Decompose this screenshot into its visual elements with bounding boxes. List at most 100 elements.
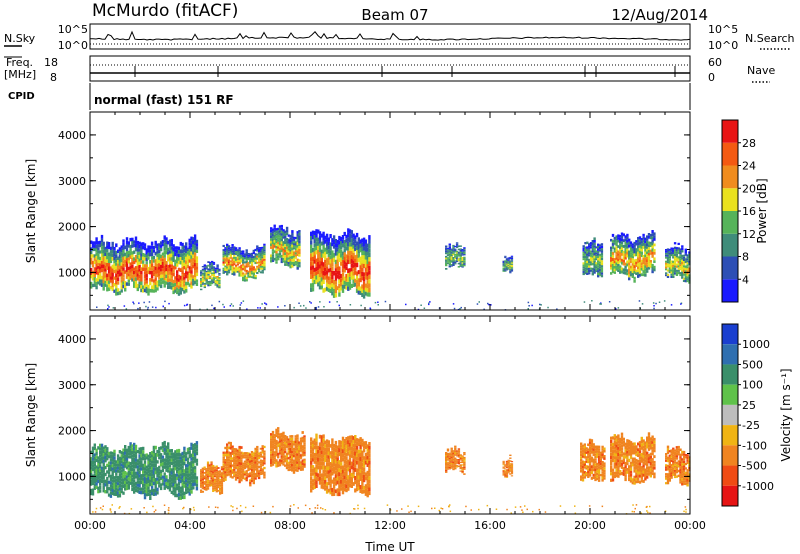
echo-cell <box>104 479 107 483</box>
echo-cell <box>357 237 360 242</box>
echo-cell <box>257 454 261 457</box>
echo-cell <box>459 253 462 255</box>
echo-cell <box>354 266 357 271</box>
echo-cell <box>320 285 323 290</box>
echo-cell <box>294 435 297 438</box>
echo-cell <box>254 277 257 280</box>
echo-cell <box>158 450 161 454</box>
echo-cell <box>120 475 123 479</box>
speckle <box>323 306 325 308</box>
echo-cell <box>273 240 276 243</box>
echo-cell <box>361 251 364 256</box>
echo-cell <box>165 465 168 469</box>
echo-cell <box>507 266 510 268</box>
echo-cell <box>673 249 677 252</box>
echo-cell <box>294 455 297 459</box>
speckle <box>591 300 593 302</box>
echo-cell <box>134 240 138 244</box>
colorbar-tick-label: 20 <box>742 182 756 195</box>
echo-cell <box>278 442 282 446</box>
echo-cell <box>303 442 306 445</box>
echo-cell <box>227 267 231 270</box>
echo-cell <box>142 450 145 454</box>
echo-cell <box>275 253 278 256</box>
echo-cell <box>179 479 182 484</box>
echo-cell <box>113 476 116 480</box>
echo-cell <box>329 472 332 477</box>
echo-cell <box>347 475 350 480</box>
echo-cell <box>138 457 141 461</box>
echo-cell <box>665 266 668 269</box>
echo-cell <box>282 453 285 456</box>
echo-cell <box>109 474 113 478</box>
echo-cell <box>585 460 588 463</box>
echo-cell <box>111 467 114 471</box>
echo-cell <box>200 484 203 487</box>
echo-cell <box>259 459 263 462</box>
echo-cell <box>670 249 673 252</box>
echo-cell <box>207 268 210 271</box>
echo-cell <box>448 461 451 463</box>
echo-cell <box>624 235 627 239</box>
speckle <box>155 306 157 309</box>
echo-cell <box>362 467 366 471</box>
echo-cell <box>185 249 188 254</box>
echo-cell <box>142 456 145 461</box>
echo-cell <box>651 230 654 234</box>
echo-cell <box>210 277 214 280</box>
echo-cell <box>107 493 111 497</box>
echo-cell <box>311 451 315 455</box>
echo-cell <box>99 269 102 273</box>
echo-cell <box>452 246 455 248</box>
echo-cell <box>140 453 143 458</box>
echo-cell <box>243 257 247 260</box>
echo-cell <box>459 466 462 468</box>
echo-cell <box>138 470 141 474</box>
echo-cell <box>192 251 195 255</box>
echo-cell <box>275 238 278 241</box>
echo-cell <box>154 285 157 289</box>
echo-cell <box>324 275 327 280</box>
echo-cell <box>461 251 464 253</box>
echo-cell <box>212 489 215 492</box>
echo-cell <box>145 493 148 497</box>
echo-cell <box>127 254 130 258</box>
echo-cell <box>181 256 184 261</box>
echo-cell <box>195 282 199 286</box>
echo-cell <box>150 470 154 474</box>
echo-cell <box>362 259 366 264</box>
echo-cell <box>172 470 175 474</box>
echo-cell <box>181 489 184 493</box>
echo-cell <box>586 267 589 271</box>
echo-cell <box>325 485 329 490</box>
echo-cell <box>109 494 113 498</box>
echo-cell <box>291 256 294 259</box>
echo-cell <box>203 276 206 278</box>
echo-cell <box>457 245 461 247</box>
echo-cell <box>585 447 588 450</box>
echo-cell <box>332 458 336 463</box>
echo-cell <box>684 270 687 273</box>
echo-cell <box>334 251 338 256</box>
echo-cell <box>318 239 322 244</box>
echo-cell <box>145 477 148 481</box>
echo-cell <box>350 480 353 485</box>
echo-cell <box>138 487 141 491</box>
echo-cell <box>354 270 357 275</box>
echo-cell <box>213 475 217 478</box>
echo-cell <box>140 480 143 485</box>
echo-cell <box>303 460 306 464</box>
echo-cell <box>688 269 691 273</box>
echo-cell <box>620 241 624 245</box>
echo-cell <box>446 448 450 450</box>
echo-cell <box>624 241 627 245</box>
echo-cell <box>287 234 290 237</box>
echo-cell <box>668 260 671 262</box>
echo-cell <box>97 466 100 470</box>
echo-cell <box>226 466 229 469</box>
echo-cell <box>461 469 464 471</box>
speckle <box>429 301 431 303</box>
echo-cell <box>644 246 647 249</box>
echo-cell <box>122 458 125 462</box>
echo-cell <box>324 271 327 276</box>
